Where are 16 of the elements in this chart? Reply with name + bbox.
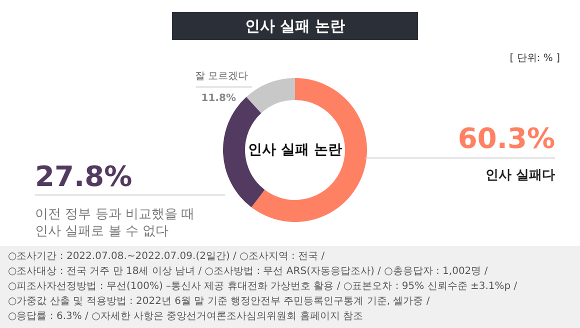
slice-label: 이전 정부 등과 비교했을 때 인사 실패로 볼 수 없다 [35,207,195,239]
text: ○피조사자선정방법 : 무선(100%) –통신사 제공 휴대전화 가상번호 활용 / ○표본오차 : 95% 신뢰수준 ±3.1%p / [8,281,518,292]
text: [ 단위: % ] [510,53,560,64]
data-label: 11.8% [201,93,236,104]
donut-slice [251,78,367,222]
text: ○응답률 : 6.3% / ○자세한 사항은 중앙선거여론조사심의위원회 홈페이지 참조 [8,311,364,322]
text: ○조사대상 : 전국 거주 만 18세 이상 남녀 / ○조사방법 : 무선 ARS(자동응답조사) / ○총응답자 : 1,002명 / [8,266,488,277]
chart-title: 인사 실패 논란 [244,17,346,35]
data-label: 60.3% [458,122,555,155]
slice-label: 잘 모르겠다 [194,71,248,82]
slice-label: 인사 실패다 [485,168,555,183]
donut-slice [246,78,295,114]
text: ○조사기간 : 2022.07.08.~2022.07.09.(2일간) / ○조사지역 : 전국 / [8,251,326,262]
data-label: 27.8% [35,160,132,193]
text: 인사 실패 논란 [248,142,342,158]
text: ○가중값 산출 및 적용방법 : 2022년 6월 말 기준 행정안전부 주민등록인구통계 기준, 셀가중 / [8,296,430,307]
